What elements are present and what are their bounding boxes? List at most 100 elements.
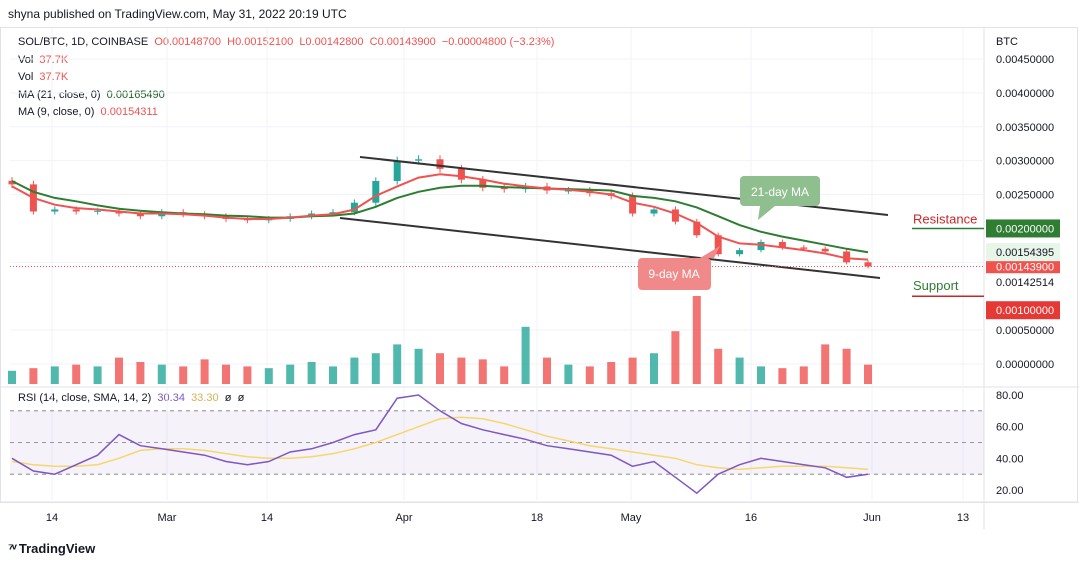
time-tick-label: 13 bbox=[957, 512, 969, 524]
ma9-label: MA (9, close, 0) bbox=[18, 106, 95, 118]
rsi-legend[interactable]: RSI (14, close, SMA, 14, 2) 30.34 33.30 … bbox=[18, 392, 244, 404]
ohlc-row: SOL/BTC, 1D, COINBASE O0.00148700 H0.001… bbox=[18, 34, 554, 52]
volume-bar bbox=[778, 368, 787, 384]
volume-bar bbox=[200, 359, 209, 384]
candle-body bbox=[629, 195, 637, 214]
rsi-tick-label: 60.00 bbox=[996, 422, 1024, 434]
time-tick-label: Apr bbox=[395, 512, 412, 524]
low-value: L0.00142800 bbox=[299, 36, 364, 48]
volume-bar bbox=[286, 364, 295, 384]
volume-bar bbox=[757, 366, 765, 384]
candle-body bbox=[757, 242, 765, 251]
ma9-callout bbox=[638, 258, 711, 290]
ma9-callout-pointer bbox=[700, 246, 720, 258]
resistance-label: Resistance bbox=[913, 211, 977, 226]
rsi-tick-label: 40.00 bbox=[996, 453, 1024, 465]
tradingview-logo[interactable]: ⁷ᵛ TradingView bbox=[8, 540, 95, 556]
ma21-callout-text: 21-day MA bbox=[751, 185, 809, 199]
price-tick-label: 0.00400000 bbox=[996, 88, 1054, 100]
rsi-empty-1: ø bbox=[224, 392, 232, 404]
currency-label: BTC bbox=[996, 36, 1018, 48]
open-value: O0.00148700 bbox=[154, 36, 221, 48]
candle-body bbox=[843, 251, 851, 263]
volume-bar bbox=[50, 366, 59, 384]
volume-bar bbox=[799, 366, 808, 384]
candle-body bbox=[864, 262, 872, 267]
volume-bar bbox=[650, 353, 658, 384]
support-badge bbox=[986, 301, 1060, 320]
ma21-line bbox=[11, 180, 869, 254]
volume-bar bbox=[371, 353, 380, 384]
volume-bar bbox=[243, 366, 252, 384]
time-tick-label: 16 bbox=[745, 512, 757, 524]
candle-body bbox=[136, 213, 144, 217]
rsi-label: RSI (14, close, SMA, 14, 2) bbox=[18, 392, 152, 404]
ma21-value: 0.00165490 bbox=[106, 88, 165, 101]
ma9-line bbox=[11, 173, 869, 261]
time-tick-label: 14 bbox=[46, 512, 58, 524]
volume-bar bbox=[735, 357, 744, 384]
volume-bar bbox=[821, 344, 830, 384]
rsi-value: 30.34 bbox=[157, 392, 185, 404]
ma9-badge bbox=[986, 273, 1060, 292]
volume-bar bbox=[500, 366, 509, 384]
ma21-badge-text: 0.00154395 bbox=[996, 247, 1054, 259]
support-label: Support bbox=[913, 278, 959, 293]
candle-body bbox=[479, 179, 487, 188]
resistance-badge-text: 0.00200000 bbox=[996, 223, 1054, 235]
price-tick-label: 0.00250000 bbox=[996, 190, 1054, 202]
high-value: H0.00152100 bbox=[227, 36, 294, 48]
tradingview-logo-icon: ⁷ᵛ bbox=[8, 540, 17, 556]
volume-bar bbox=[329, 366, 337, 384]
time-tick-label: 14 bbox=[261, 512, 273, 524]
volume-bar bbox=[264, 368, 273, 384]
change-value: −0.00004800 (−3.23%) bbox=[441, 36, 555, 48]
candle-body bbox=[51, 209, 59, 212]
volume-bar bbox=[543, 357, 551, 384]
volume-value: 37.7K bbox=[39, 71, 69, 83]
price-tick-label: 0.00000000 bbox=[996, 359, 1054, 371]
volume-bar bbox=[72, 364, 81, 384]
volume-bar bbox=[585, 366, 594, 384]
time-tick-label: Jun bbox=[863, 512, 881, 524]
rsi-sma-value: 33.30 bbox=[191, 392, 219, 404]
time-tick-label: May bbox=[621, 512, 642, 524]
volume-bar bbox=[842, 348, 851, 384]
candle-body bbox=[500, 187, 508, 190]
candle-body bbox=[714, 235, 722, 255]
ma21-callout bbox=[740, 176, 820, 206]
ma21-badge bbox=[986, 243, 1060, 262]
candle-body bbox=[393, 160, 401, 181]
volume-bar bbox=[607, 362, 616, 384]
time-tick-label: 18 bbox=[531, 512, 543, 524]
ma9-value: 0.00154311 bbox=[100, 106, 158, 118]
ma21-row[interactable]: MA (21, close, 0) 0.00165490 bbox=[18, 87, 554, 105]
volume-bar bbox=[29, 368, 38, 384]
volume-bar bbox=[157, 364, 166, 384]
ma9-row[interactable]: MA (9, close, 0) 0.00154311 bbox=[18, 104, 554, 122]
candle-body bbox=[350, 202, 358, 213]
volume-bar bbox=[671, 331, 680, 384]
symbol-label[interactable]: SOL/BTC, 1D, COINBASE bbox=[18, 36, 149, 48]
rsi-tick-label: 20.00 bbox=[996, 485, 1024, 497]
volume-bar bbox=[115, 357, 123, 384]
volume-bar bbox=[521, 326, 530, 384]
volume-bar bbox=[393, 344, 402, 384]
volume-bar bbox=[93, 366, 102, 384]
volume-bar bbox=[457, 357, 466, 384]
volume-bar bbox=[628, 357, 637, 384]
rsi-tick-label: 80.00 bbox=[996, 390, 1024, 402]
price-tick-label: 0.00450000 bbox=[996, 54, 1054, 66]
lower-trendline bbox=[339, 217, 881, 279]
volume-bar bbox=[692, 296, 701, 384]
volume-row-2[interactable]: Vol 37.7K bbox=[18, 69, 554, 87]
price-tick-label: 0.00050000 bbox=[996, 325, 1054, 337]
candle-body bbox=[8, 180, 16, 185]
close-value: C0.00143900 bbox=[369, 36, 436, 48]
candle-body bbox=[94, 210, 102, 212]
volume-bar bbox=[414, 348, 423, 384]
candle-body bbox=[650, 209, 658, 214]
candle-body bbox=[564, 190, 572, 192]
